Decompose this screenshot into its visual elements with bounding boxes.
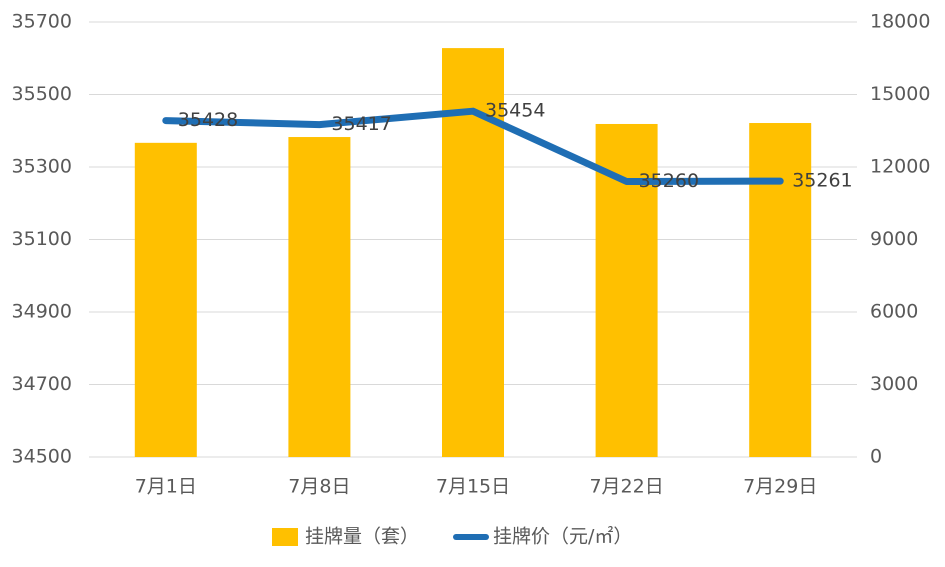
x-tick-label: 7月8日 [288,476,350,498]
y2-tick-label: 15000 [870,83,930,105]
y-tick-label: 34900 [12,301,72,323]
data-label: 35261 [792,170,852,192]
y2-tick-label: 3000 [870,373,918,395]
legend-label: 挂牌价（元/㎡） [493,525,632,548]
x-tick-label: 7月29日 [743,476,817,498]
y2-tick-label: 0 [870,446,882,468]
bar [134,142,197,458]
data-label: 35260 [639,170,699,192]
legend-label: 挂牌量（套） [305,526,419,548]
y-tick-label: 34700 [12,373,72,395]
y2-tick-label: 6000 [870,301,918,323]
line [162,107,784,185]
y-tick-label: 35500 [12,83,72,105]
y2-tick-label: 12000 [870,156,930,178]
y2-tick-label: 18000 [870,11,930,33]
x-tick-label: 7月15日 [436,476,510,498]
x-tick-label: 7月22日 [589,476,663,498]
y-tick-label: 35100 [12,228,72,250]
data-label: 35428 [178,109,238,131]
y2-tick-label: 9000 [870,228,918,250]
bar [288,137,351,458]
data-label: 35454 [485,100,545,122]
data-label: 35417 [331,113,391,135]
y-tick-label: 35700 [12,11,72,33]
legend-swatch [272,528,298,546]
y-tick-label: 35300 [12,156,72,178]
y-tick-label: 34500 [12,446,72,468]
x-tick-label: 7月1日 [135,476,197,498]
